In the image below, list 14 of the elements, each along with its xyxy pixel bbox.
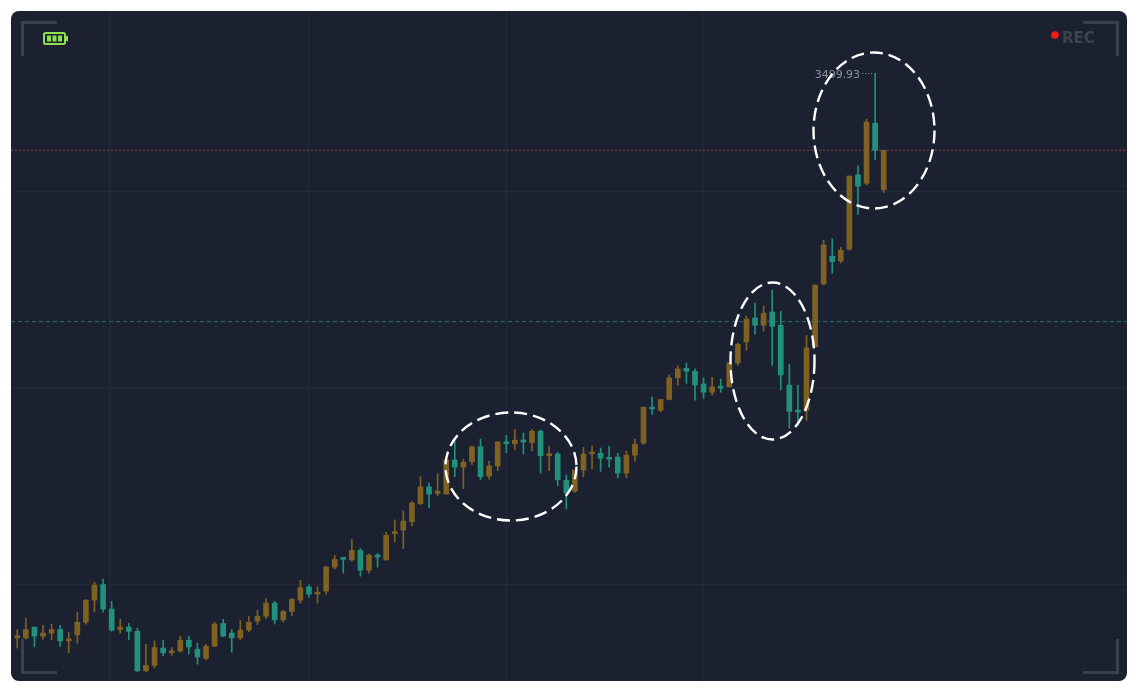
candlestick — [117, 618, 124, 634]
candlestick — [391, 519, 398, 543]
candlestick — [503, 435, 510, 454]
candlestick — [340, 557, 347, 574]
candlestick — [228, 629, 235, 653]
candlestick — [143, 644, 149, 672]
annotation: 3499.93 — [814, 67, 861, 81]
candlestick — [512, 429, 518, 451]
candlestick — [546, 445, 552, 472]
candlestick — [606, 445, 613, 468]
candlestick — [451, 438, 458, 478]
candlestick — [769, 289, 776, 366]
candlestick — [829, 238, 836, 274]
candlestick — [400, 510, 407, 549]
